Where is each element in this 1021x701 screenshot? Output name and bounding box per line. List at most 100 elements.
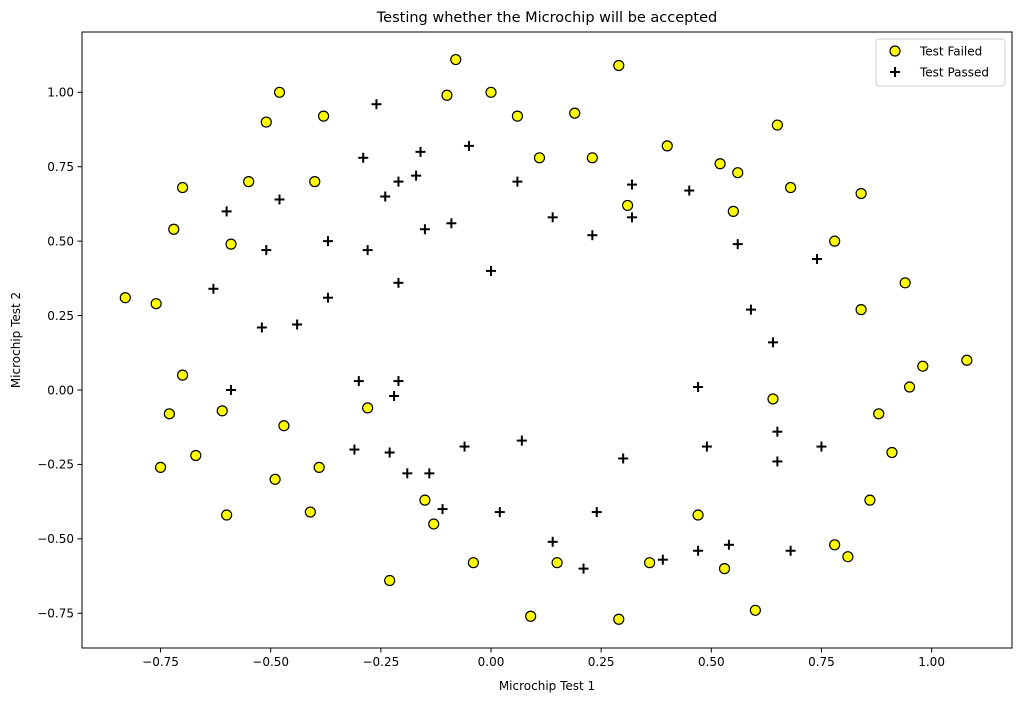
data-point-failed xyxy=(313,461,325,474)
data-point-passed xyxy=(393,176,404,187)
data-point-passed xyxy=(494,507,505,518)
data-point-failed xyxy=(714,158,726,170)
data-point-failed xyxy=(441,89,453,101)
data-point-failed xyxy=(190,449,202,462)
data-point-failed xyxy=(176,369,189,381)
x-tick-label: −0.75 xyxy=(142,655,179,669)
data-point-passed xyxy=(745,304,756,315)
data-point-failed xyxy=(119,292,131,304)
y-tick-label: 0.75 xyxy=(47,160,74,174)
data-point-passed xyxy=(349,444,360,455)
data-point-failed xyxy=(317,110,330,122)
data-point-failed xyxy=(511,110,524,122)
data-point-failed xyxy=(613,613,625,625)
y-tick-label: 0.00 xyxy=(47,383,74,397)
data-point-failed xyxy=(621,199,634,212)
data-point-failed xyxy=(586,152,598,164)
x-axis-label: Microchip Test 1 xyxy=(499,679,595,693)
data-point-passed xyxy=(371,99,382,110)
data-point-passed xyxy=(261,245,272,256)
x-tick-label: −0.50 xyxy=(252,655,289,669)
data-point-failed xyxy=(855,304,867,316)
data-point-failed xyxy=(785,181,797,194)
data-point-failed xyxy=(613,59,625,72)
data-point-failed xyxy=(829,539,841,551)
data-point-failed xyxy=(551,557,563,569)
data-point-failed xyxy=(450,53,462,66)
legend-circle-marker-icon xyxy=(889,45,901,57)
data-point-passed xyxy=(380,191,391,202)
data-point-failed xyxy=(243,176,255,188)
y-axis-ticks: −0.75 −0.50 −0.25 0.00 0.25 0.50 0.75 1.00 xyxy=(37,86,82,621)
data-point-passed xyxy=(486,265,496,276)
x-tick-label: 0.75 xyxy=(808,655,835,669)
x-tick-label: 0.25 xyxy=(588,655,615,669)
data-point-passed xyxy=(402,468,413,479)
data-point-passed xyxy=(816,441,827,452)
legend-box xyxy=(875,38,1006,87)
data-point-passed xyxy=(226,385,237,395)
data-point-failed xyxy=(767,393,779,405)
y-axis-label: Microchip Test 2 xyxy=(9,292,23,388)
legend: Test Failed Test Passed xyxy=(875,38,1006,87)
data-point-passed xyxy=(684,185,695,196)
x-tick-label: 0.50 xyxy=(698,655,725,669)
data-point-failed xyxy=(428,518,440,530)
y-tick-label: 0.50 xyxy=(47,234,74,248)
data-point-failed xyxy=(485,86,497,98)
legend-plus-marker-icon xyxy=(890,67,900,77)
data-point-passed xyxy=(411,170,422,181)
data-point-passed xyxy=(415,146,426,157)
data-point-passed xyxy=(419,224,430,235)
data-point-failed xyxy=(225,238,237,250)
data-point-failed xyxy=(864,494,876,506)
data-point-failed xyxy=(917,360,929,372)
data-point-failed xyxy=(771,119,783,131)
x-tick-label: 1.00 xyxy=(918,655,945,669)
data-point-passed xyxy=(618,453,629,464)
data-point-passed xyxy=(767,337,778,348)
y-tick-label: −0.50 xyxy=(37,532,74,546)
data-point-failed xyxy=(873,408,885,420)
data-point-failed xyxy=(154,461,167,474)
data-point-failed xyxy=(718,563,731,575)
data-point-passed xyxy=(384,447,395,458)
data-point-passed xyxy=(393,277,404,288)
legend-label-passed: Test Passed xyxy=(919,66,989,80)
x-axis-ticks: −0.75 −0.50 −0.25 0.00 0.25 0.50 0.75 1.00 xyxy=(142,648,945,669)
data-point-failed xyxy=(419,494,431,506)
data-point-failed xyxy=(384,574,396,587)
data-point-failed xyxy=(727,205,739,217)
data-point-failed xyxy=(749,604,761,616)
data-point-failed xyxy=(886,446,898,459)
y-tick-label: 0.25 xyxy=(47,309,74,323)
data-point-failed xyxy=(168,223,180,235)
data-point-failed xyxy=(150,298,162,310)
x-tick-label: 0.00 xyxy=(478,655,505,669)
plot-frame xyxy=(81,31,1013,649)
data-point-passed xyxy=(322,292,333,303)
data-point-failed xyxy=(842,551,854,563)
data-point-passed xyxy=(812,254,823,265)
chart-title: Testing whether the Microchip will be ac… xyxy=(376,10,717,26)
data-point-failed xyxy=(467,557,479,569)
data-point-failed xyxy=(855,187,867,200)
data-point-passed xyxy=(693,382,704,393)
data-point-passed xyxy=(424,468,435,479)
data-point-passed xyxy=(547,212,558,223)
data-point-failed xyxy=(903,381,916,393)
data-point-passed xyxy=(512,176,523,187)
data-point-failed xyxy=(269,473,281,485)
data-point-passed xyxy=(362,245,373,256)
data-point-passed xyxy=(274,194,285,205)
data-point-passed xyxy=(772,426,783,437)
data-point-failed xyxy=(732,167,744,179)
data-point-passed xyxy=(547,536,558,547)
data-point-failed xyxy=(163,408,175,420)
data-point-failed xyxy=(304,506,316,518)
data-point-passed xyxy=(292,319,303,330)
data-point-passed xyxy=(446,218,457,229)
data-point-failed xyxy=(273,86,286,98)
legend-label-failed: Test Failed xyxy=(919,45,982,59)
